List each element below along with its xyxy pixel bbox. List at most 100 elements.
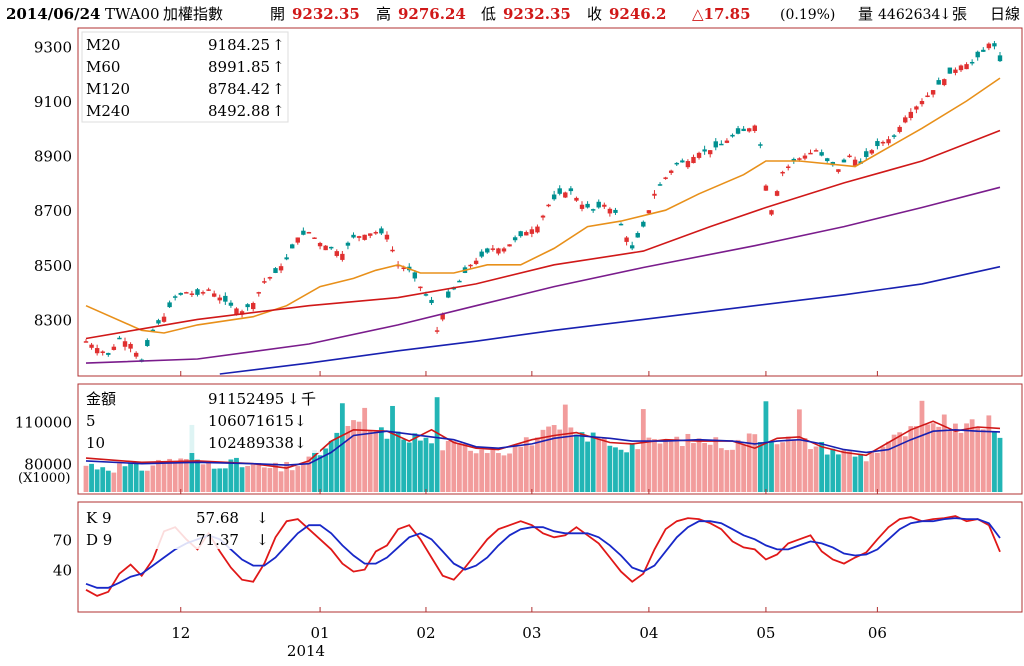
legend-k-value: 57.68 (196, 509, 239, 527)
volume-bar (367, 430, 373, 492)
legend-k-name: K 9 (86, 509, 112, 527)
volume-bar (395, 431, 401, 492)
volume-bar (596, 438, 602, 492)
candle-body (211, 293, 217, 297)
candle-body (189, 293, 195, 295)
volume-bar (796, 409, 802, 492)
candle-body (875, 141, 880, 147)
candle-body (903, 117, 908, 123)
volume-bar (947, 430, 953, 492)
volume-bar (222, 468, 228, 492)
candle-body (574, 197, 579, 201)
price-ytick-label: 8500 (34, 257, 72, 275)
volume-bar (351, 420, 356, 492)
candle-body (813, 150, 819, 152)
volume-bar (874, 452, 880, 492)
ma120-line (85, 186, 1001, 364)
volume-bar (306, 456, 312, 492)
x-tick-label: 05 (756, 624, 775, 642)
candle-body (942, 79, 947, 86)
volume-bar (451, 441, 457, 492)
legend-m60-arrow: ↑ (272, 58, 285, 76)
candle-body (986, 43, 992, 49)
volume-bar (919, 400, 925, 492)
price-ytick-label: 8700 (34, 202, 72, 220)
legend-d-value: 71.37 (196, 531, 239, 549)
candle-body (752, 125, 757, 132)
candle-body (228, 302, 234, 306)
volume-bar (652, 438, 657, 492)
volume-bar (897, 432, 903, 492)
legend-amount-arrow: ↓ (287, 390, 300, 408)
candle-body (624, 237, 629, 242)
candle-body (847, 155, 852, 158)
legend-vol10-value: 102489338 (208, 434, 294, 452)
volume-bar (808, 449, 813, 492)
volume-bar (824, 454, 830, 492)
volume-bar (980, 429, 986, 492)
volume-bar (323, 448, 329, 492)
header-change-pct: (0.19%) (780, 7, 835, 23)
header-high-label: 高 (376, 5, 391, 23)
price-panel: 9300 9100 8900 8700 8500 8300 M20 9184.25 ↑ M… (34, 27, 1023, 377)
volume-bar (869, 451, 875, 492)
legend-d-arrow: ↓ (256, 531, 269, 549)
volume-bar (730, 449, 735, 492)
candle-body (245, 304, 250, 308)
x-tick-label: 12 (171, 624, 190, 642)
volume-ytick-label: 110000 (15, 413, 72, 431)
volume-bar (200, 464, 206, 492)
candle-body (891, 135, 897, 137)
candle-body (94, 348, 100, 354)
candle-body (713, 141, 718, 148)
candle-body (997, 55, 1003, 62)
volume-bar (914, 426, 919, 492)
x-tick-label: 06 (868, 624, 887, 642)
volume-bar (640, 409, 646, 492)
volume-bar (228, 459, 234, 492)
volume-bar (100, 467, 106, 492)
candle-body (735, 128, 741, 134)
volume-bar (462, 443, 468, 492)
candle-body (524, 232, 529, 236)
legend-m60-value: 8991.85 (208, 58, 270, 76)
volume-bar (445, 440, 451, 492)
candle-body (769, 210, 774, 215)
candle-body (724, 140, 730, 143)
volume-bar (94, 469, 100, 492)
volume-bar (590, 432, 596, 492)
candle-body (763, 185, 769, 191)
kd-panel: 70 40 K 9 57.68 ↓ D 9 71.37 ↓ (53, 501, 1023, 613)
price-legend: M20 9184.25 ↑ M60 8991.85 ↑ M120 8784.42… (81, 31, 289, 123)
ma60-line (85, 129, 1001, 340)
volume-bar (936, 426, 942, 492)
candle-body (423, 294, 429, 296)
candle-body (802, 155, 808, 159)
volume-bar (289, 470, 295, 492)
volume-bar (886, 441, 891, 492)
volume-bar (195, 459, 200, 492)
candle-body (301, 230, 306, 235)
candle-body (635, 233, 640, 238)
candle-body (329, 246, 334, 249)
legend-vol10-name: 10 (86, 434, 105, 452)
candle-body (992, 43, 997, 47)
candle-body (156, 320, 161, 324)
candle-body (111, 346, 117, 350)
header-volume-unit: 張 (952, 5, 967, 23)
volume-bar (930, 423, 936, 492)
volume-bar (167, 458, 172, 492)
volume-bar (117, 463, 122, 492)
candle-body (864, 151, 869, 157)
volume-bar (250, 464, 256, 492)
candle-body (925, 95, 930, 98)
candle-body (981, 49, 986, 52)
volume-bar (373, 430, 379, 492)
header-bar: 2014/06/24 TWA00 加權指數 開 9232.35 高 9276.2… (6, 5, 1020, 23)
legend-m120-value: 8784.42 (208, 80, 270, 98)
volume-bar (529, 445, 535, 492)
volume-bar (735, 439, 741, 492)
candle-body (540, 215, 546, 218)
volume-bar (663, 439, 669, 492)
volume-bar (278, 471, 284, 492)
